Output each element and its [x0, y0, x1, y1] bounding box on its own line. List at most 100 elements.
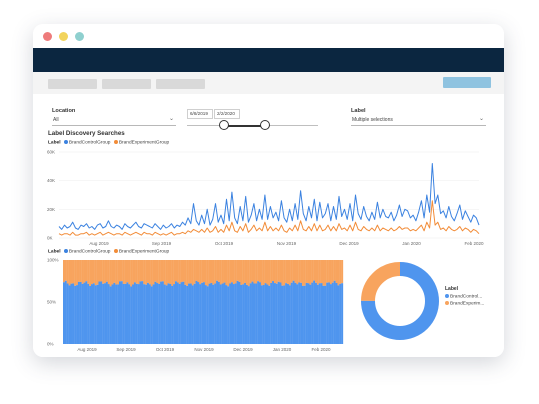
bar-segment-experiment: [89, 260, 92, 286]
window-titlebar: [33, 24, 504, 48]
line-chart-legend: Label BrandControlGroup BrandExperimentG…: [48, 140, 169, 145]
label-dropdown[interactable]: Multiple selections ⌄: [351, 116, 486, 126]
bar-segment-control: [68, 285, 71, 344]
bar-segment-experiment: [285, 260, 288, 284]
bar-segment-control: [201, 282, 204, 344]
bar-segment-control: [156, 283, 159, 344]
bar-segment-experiment: [124, 260, 127, 284]
primary-action-button[interactable]: [443, 77, 491, 88]
bar-segment-control: [117, 284, 120, 344]
y-tick-label: 20K: [47, 207, 55, 212]
bar-segment-control: [161, 281, 164, 344]
bar-segment-control: [169, 283, 172, 344]
donut-legend: Label BrandControl... BrandExperim...: [445, 286, 484, 307]
maximize-window-button[interactable]: [75, 32, 84, 41]
bar-segment-control: [126, 282, 129, 344]
bar-segment-control: [225, 285, 228, 344]
bar-segment-experiment: [238, 260, 241, 282]
bar-segment-control: [281, 285, 284, 344]
bar-segment-experiment: [87, 260, 90, 284]
bar-segment-control: [333, 280, 336, 344]
bar-segment-experiment: [329, 260, 332, 285]
start-date-input[interactable]: 6/8/2019: [187, 109, 213, 119]
bar-segment-control: [329, 284, 332, 344]
bar-segment-experiment: [303, 260, 306, 286]
bar-segment-experiment: [160, 260, 163, 282]
date-slider-start-handle[interactable]: [219, 120, 229, 130]
bar-segment-experiment: [193, 260, 196, 284]
legend-item-control[interactable]: BrandControlGroup: [68, 140, 111, 146]
bar-segment-experiment: [208, 260, 211, 284]
bar-segment-experiment: [165, 260, 168, 286]
bar-segment-control: [335, 282, 338, 344]
bar-segment-experiment: [182, 260, 185, 282]
bar-segment-control: [231, 282, 234, 344]
bar-segment-experiment: [189, 260, 192, 284]
bar-segment-experiment: [76, 260, 79, 286]
legend-item-experiment[interactable]: BrandExperimentGroup: [118, 140, 170, 146]
date-slider-end-handle[interactable]: [260, 120, 270, 130]
toolbar: [33, 72, 504, 94]
stacked-bar-chart[interactable]: 0% 50% 100% Aug 2019 Sep 2019 Oct 2019 Nov 201…: [47, 256, 347, 356]
legend-dot-icon: [445, 294, 449, 298]
bar-segment-control: [122, 283, 125, 344]
donut-legend-item-experiment[interactable]: BrandExperim...: [445, 301, 484, 307]
bar-segment-experiment: [322, 260, 325, 286]
legend-item-control[interactable]: BrandControlGroup: [68, 249, 111, 255]
bar-segment-control: [238, 281, 241, 344]
bar-segment-experiment: [139, 260, 142, 282]
series-line-brandexperimentgroup: [58, 200, 480, 236]
donut-legend-item-control[interactable]: BrandControl...: [445, 294, 484, 299]
close-window-button[interactable]: [43, 32, 52, 41]
bar-segment-experiment: [195, 260, 198, 281]
x-tick-label: Feb 2020: [311, 347, 331, 352]
bar-segment-experiment: [214, 260, 217, 284]
bar-segment-control: [290, 282, 293, 344]
bar-segment-control: [189, 283, 192, 344]
bar-segment-control: [158, 283, 161, 344]
app-window: Location All ⌄ 6/8/2019 2/2/2020 Label M…: [33, 24, 504, 357]
bar-segment-control: [191, 285, 194, 344]
bar-segment-experiment: [70, 260, 73, 284]
toolbar-button-3[interactable]: [156, 79, 205, 89]
bar-segment-experiment: [257, 260, 260, 282]
bar-segment-control: [203, 282, 206, 344]
bar-segment-experiment: [191, 260, 194, 286]
toolbar-button-2[interactable]: [102, 79, 151, 89]
toolbar-button-1[interactable]: [48, 79, 97, 89]
bar-segment-experiment: [331, 260, 334, 283]
y-tick-label: 50%: [47, 300, 56, 305]
minimize-window-button[interactable]: [59, 32, 68, 41]
line-chart[interactable]: 0K 20K 40K 60K Aug 2019 Sep 2019 Oct 2019 Nov 2…: [47, 146, 487, 251]
bar-segment-experiment: [245, 260, 248, 285]
bar-segment-control: [279, 282, 282, 344]
donut-chart[interactable]: [355, 256, 445, 346]
bar-segment-control: [292, 280, 295, 344]
bar-segment-control: [66, 283, 69, 344]
bar-segment-experiment: [333, 260, 336, 281]
bar-segment-experiment: [147, 260, 150, 283]
bar-segment-control: [104, 283, 107, 344]
bar-segment-experiment: [105, 260, 108, 282]
legend-item-experiment[interactable]: BrandExperimentGroup: [118, 249, 170, 255]
bar-segment-control: [288, 285, 291, 344]
location-dropdown[interactable]: All ⌄: [52, 116, 176, 126]
bar-segment-experiment: [96, 260, 99, 285]
bar-segment-control: [193, 283, 196, 344]
bar-segment-experiment: [313, 260, 316, 281]
x-tick-label: Feb 2020: [464, 241, 484, 246]
bar-segment-experiment: [231, 260, 234, 283]
bar-segment-experiment: [79, 260, 82, 282]
end-date-input[interactable]: 2/2/2020: [214, 109, 240, 119]
bar-segment-control: [81, 283, 84, 344]
bar-segment-control: [320, 283, 323, 344]
bar-segment-control: [221, 283, 224, 344]
bar-segment-experiment: [301, 260, 304, 286]
bar-segment-control: [311, 282, 314, 344]
bar-segment-experiment: [63, 260, 66, 283]
bar-segment-experiment: [133, 260, 136, 283]
bar-segment-experiment: [339, 260, 342, 284]
bar-segment-experiment: [119, 260, 122, 282]
bar-segment-experiment: [68, 260, 71, 286]
bar-segment-control: [64, 280, 67, 344]
